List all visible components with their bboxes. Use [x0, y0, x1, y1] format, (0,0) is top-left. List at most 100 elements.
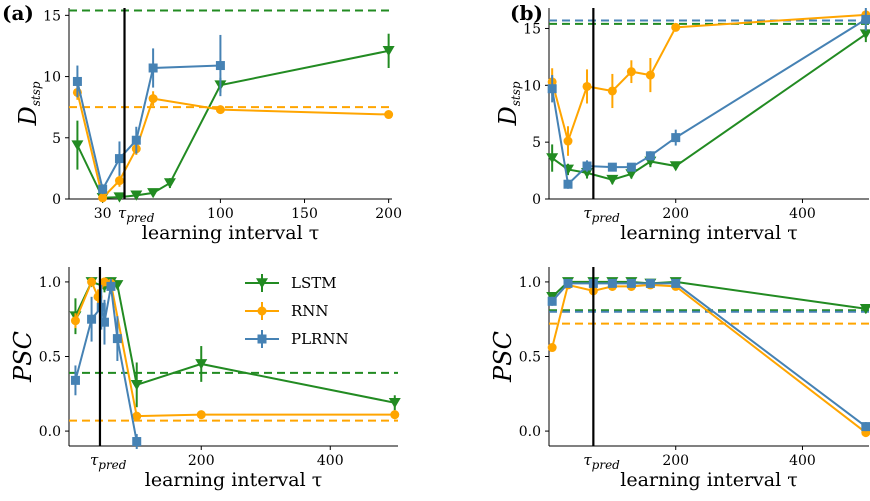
y-axis-label: PSC [9, 331, 37, 383]
legend: LSTM RNN PLRNN [245, 274, 349, 348]
data-point-plrnn [607, 162, 617, 172]
data-point-lstm [195, 359, 208, 370]
y-tick-label: 0 [532, 192, 541, 208]
data-point-rnn [563, 136, 573, 146]
x-tick-label: 100 [207, 206, 234, 222]
series-line-lstm [551, 280, 866, 310]
data-point-lstm [546, 153, 559, 164]
y-tick-label: 0.0 [519, 424, 541, 440]
data-point-plrnn [626, 162, 636, 172]
data-point-rnn [114, 176, 124, 186]
data-point-plrnn [72, 76, 82, 86]
y-tick-label: 1.0 [519, 275, 541, 291]
data-point-plrnn [114, 154, 124, 164]
data-point-rnn [196, 410, 206, 420]
x-tick-label: 200 [188, 453, 215, 469]
data-point-plrnn [607, 278, 617, 288]
y-tick-label: 10 [523, 78, 541, 94]
data-point-lstm [669, 161, 682, 172]
y-axis-label: PSC [489, 331, 517, 383]
x-axis-label: learning interval τ [620, 469, 797, 491]
data-point-plrnn [215, 61, 225, 71]
data-point-rnn [215, 105, 225, 115]
data-point-rnn [98, 193, 108, 203]
series-line-lstm [551, 33, 867, 181]
y-tick-label: 0.5 [519, 350, 541, 366]
x-axis-label: learning interval τ [142, 222, 319, 244]
data-point-plrnn [582, 161, 592, 171]
legend-label-rnn: RNN [291, 302, 329, 320]
series-line-rnn [551, 283, 867, 434]
legend-marker-lstm [256, 278, 268, 289]
data-point-rnn [671, 22, 681, 32]
x-tick-label: 200 [662, 206, 689, 222]
series-line-rnn [74, 279, 395, 418]
data-point-lstm [859, 29, 870, 40]
data-point-rnn [582, 81, 592, 91]
data-point-plrnn [563, 179, 573, 189]
data-point-lstm [625, 169, 638, 180]
data-point-rnn [148, 94, 158, 104]
x-tick-label: 400 [789, 206, 816, 222]
data-point-rnn [70, 316, 80, 326]
data-point-plrnn [645, 278, 655, 288]
data-point-plrnn [861, 14, 870, 24]
data-point-plrnn [547, 296, 557, 306]
chart-a-bottom: 0.0 0.5 1.0 200 400 τpred learning interval τ P… [9, 267, 401, 491]
data-point-plrnn [70, 375, 80, 385]
data-point-rnn [547, 343, 557, 353]
y-axis-label: Dstsp [494, 81, 523, 126]
data-point-lstm [113, 192, 126, 203]
y-tick-label: 5 [52, 131, 61, 147]
data-point-plrnn [671, 133, 681, 143]
tau-pred-label: τpred [583, 204, 620, 225]
y-tick-label: 0.5 [39, 350, 61, 366]
tau-pred-label: τpred [118, 204, 155, 225]
data-point-lstm [71, 140, 84, 151]
x-axis-label: learning interval τ [620, 222, 797, 244]
data-point-plrnn [645, 151, 655, 161]
legend-label-plrnn: PLRNN [291, 330, 349, 348]
tau-pred-label: τpred [583, 451, 620, 472]
panel-label-a: (a) [2, 1, 34, 25]
data-point-plrnn [99, 317, 109, 327]
series-line-plrnn [551, 18, 867, 187]
x-axis-label: learning interval τ [145, 469, 322, 491]
data-point-rnn [607, 86, 617, 96]
data-point-plrnn [626, 278, 636, 288]
data-point-rnn [87, 277, 97, 287]
data-point-rnn [390, 410, 400, 420]
data-point-plrnn [547, 84, 557, 94]
data-point-lstm [581, 168, 594, 179]
data-point-lstm [606, 174, 619, 186]
y-tick-label: 0 [52, 192, 61, 208]
data-point-plrnn [148, 63, 158, 73]
data-point-lstm [147, 188, 160, 199]
data-point-plrnn [861, 422, 870, 432]
series-line-plrnn [551, 282, 867, 428]
y-tick-label: 0.0 [39, 424, 61, 440]
data-point-plrnn [563, 278, 573, 288]
series-line-rnn [551, 13, 866, 145]
y-tick-label: 15 [523, 21, 541, 37]
panel-label-b: (b) [510, 1, 543, 25]
data-point-plrnn [671, 278, 681, 288]
data-point-rnn [626, 67, 636, 77]
y-tick-label: 15 [43, 8, 61, 24]
x-tick-label: 400 [317, 453, 344, 469]
x-tick-label: 200 [662, 453, 689, 469]
data-point-plrnn [106, 281, 116, 291]
legend-marker-rnn [257, 306, 267, 316]
data-point-plrnn [131, 135, 141, 145]
data-point-lstm [859, 303, 870, 315]
data-point-plrnn [87, 314, 97, 324]
series-line-plrnn [76, 64, 221, 192]
data-point-rnn [132, 411, 142, 421]
x-tick-label: 400 [789, 453, 816, 469]
data-point-plrnn [98, 184, 108, 194]
x-tick-label: 200 [375, 206, 402, 222]
